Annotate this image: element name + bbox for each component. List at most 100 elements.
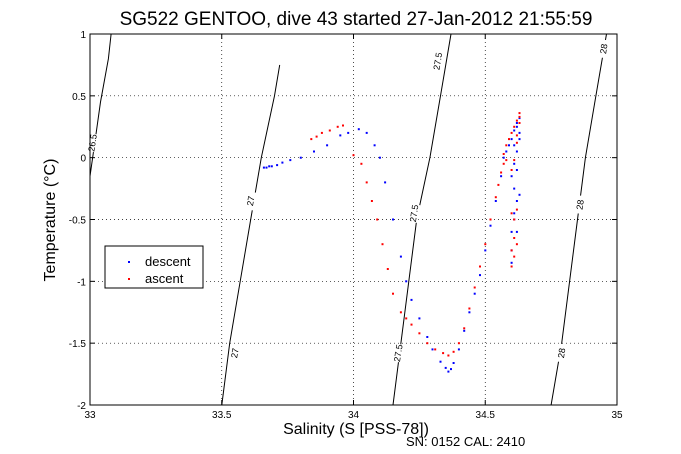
- data-point-ascent: [442, 352, 445, 355]
- data-point-descent: [289, 159, 292, 162]
- x-tick-label: 34.5: [476, 410, 496, 421]
- data-point-descent: [508, 144, 510, 147]
- data-point-descent: [489, 224, 492, 227]
- data-point-descent: [426, 336, 429, 338]
- data-point-descent: [510, 261, 513, 264]
- data-point-ascent: [352, 154, 355, 157]
- contour-label-background: [573, 195, 587, 215]
- data-point-descent: [513, 129, 516, 132]
- data-point-descent: [268, 165, 271, 168]
- contour-label: 27.5: [408, 204, 421, 223]
- data-point-descent: [518, 131, 521, 134]
- data-point-descent: [439, 360, 442, 363]
- data-point-descent: [281, 161, 284, 164]
- y-tick-label: -2: [77, 401, 86, 412]
- data-point-descent: [313, 150, 315, 153]
- contour-label-background: [228, 343, 242, 363]
- data-point-descent: [378, 156, 381, 159]
- data-point-descent: [270, 165, 273, 168]
- data-point-ascent: [500, 171, 503, 174]
- contour-label: 28: [598, 43, 609, 54]
- data-point-ascent: [360, 162, 363, 165]
- data-point-ascent: [518, 112, 521, 115]
- data-point-descent: [463, 329, 466, 332]
- data-point-descent: [513, 144, 516, 147]
- data-point-descent: [365, 131, 368, 134]
- data-point-descent: [515, 230, 518, 233]
- data-point-ascent: [505, 159, 508, 162]
- data-point-ascent: [510, 131, 513, 134]
- data-point-descent: [513, 162, 516, 165]
- contour-label: 28: [556, 347, 567, 358]
- data-point-ascent: [494, 196, 497, 199]
- data-point-descent: [399, 255, 402, 258]
- data-point-descent: [452, 362, 455, 364]
- data-point-ascent: [479, 265, 481, 268]
- x-axis-label: Salinity (S [PSS-78]): [283, 421, 429, 438]
- data-point-descent: [347, 131, 350, 134]
- data-point-ascent: [513, 237, 516, 239]
- data-point-descent: [299, 156, 302, 159]
- data-point-ascent: [452, 350, 455, 353]
- data-point-ascent: [484, 243, 487, 246]
- data-point-ascent: [365, 181, 368, 184]
- data-point-ascent: [502, 153, 505, 155]
- data-point-ascent: [513, 125, 516, 128]
- contour-label: 27: [245, 195, 257, 207]
- data-point-ascent: [342, 124, 344, 127]
- data-point-descent: [518, 193, 521, 196]
- data-point-descent: [262, 166, 265, 169]
- y-tick-label: -1: [77, 277, 86, 288]
- data-point-descent: [515, 200, 518, 202]
- data-point-ascent: [489, 218, 492, 221]
- data-point-descent: [479, 274, 481, 277]
- contour-label-background: [407, 203, 421, 223]
- data-point-ascent: [515, 134, 518, 137]
- data-point-ascent: [405, 317, 408, 320]
- data-point-ascent: [473, 286, 476, 289]
- data-point-descent: [468, 311, 471, 314]
- x-tick-label: 33: [84, 410, 96, 421]
- x-tick-label: 33.5: [212, 410, 232, 421]
- legend-marker-ascent: [128, 278, 130, 280]
- density-contour-line: [550, 33, 607, 406]
- data-point-descent: [515, 169, 518, 171]
- legend-box: [104, 245, 204, 289]
- contour-label-background: [391, 343, 405, 363]
- data-point-descent: [405, 280, 408, 283]
- contour-label: 28: [574, 199, 585, 210]
- contour-label-background: [244, 191, 258, 211]
- data-point-descent: [515, 150, 518, 153]
- y-tick-label: -0.5: [69, 216, 87, 227]
- data-point-descent: [392, 218, 394, 221]
- x-tick-label: 34: [348, 410, 360, 421]
- data-point-ascent: [447, 354, 450, 357]
- data-point-ascent: [376, 218, 379, 221]
- data-point-ascent: [513, 255, 516, 258]
- data-point-ascent: [505, 144, 508, 147]
- data-point-ascent: [497, 183, 500, 186]
- data-point-ascent: [502, 162, 505, 165]
- data-point-ascent: [510, 249, 513, 252]
- data-point-ascent: [315, 135, 318, 138]
- data-point-descent: [447, 370, 450, 373]
- plot-area: [90, 34, 617, 405]
- data-point-descent: [510, 230, 513, 233]
- plot-background: [90, 34, 617, 405]
- data-point-ascent: [510, 265, 513, 268]
- data-point-descent: [418, 317, 421, 320]
- data-point-descent: [276, 164, 279, 167]
- y-tick-label: -1.5: [69, 339, 87, 350]
- data-point-descent: [518, 117, 521, 120]
- data-point-ascent: [468, 307, 471, 310]
- data-point-descent: [513, 212, 516, 215]
- axes: 33 33.5 34 34.5 35 -2 -1.5 -1 -0.5 0 0.5 1: [69, 30, 623, 421]
- data-point-descent: [484, 249, 487, 252]
- data-point-ascent: [320, 131, 323, 134]
- data-point-ascent: [508, 138, 510, 141]
- legend-label-ascent: ascent: [145, 271, 184, 286]
- y-tick-label: 0: [80, 154, 86, 165]
- data-point-descent: [457, 348, 460, 351]
- data-point-descent: [373, 144, 376, 147]
